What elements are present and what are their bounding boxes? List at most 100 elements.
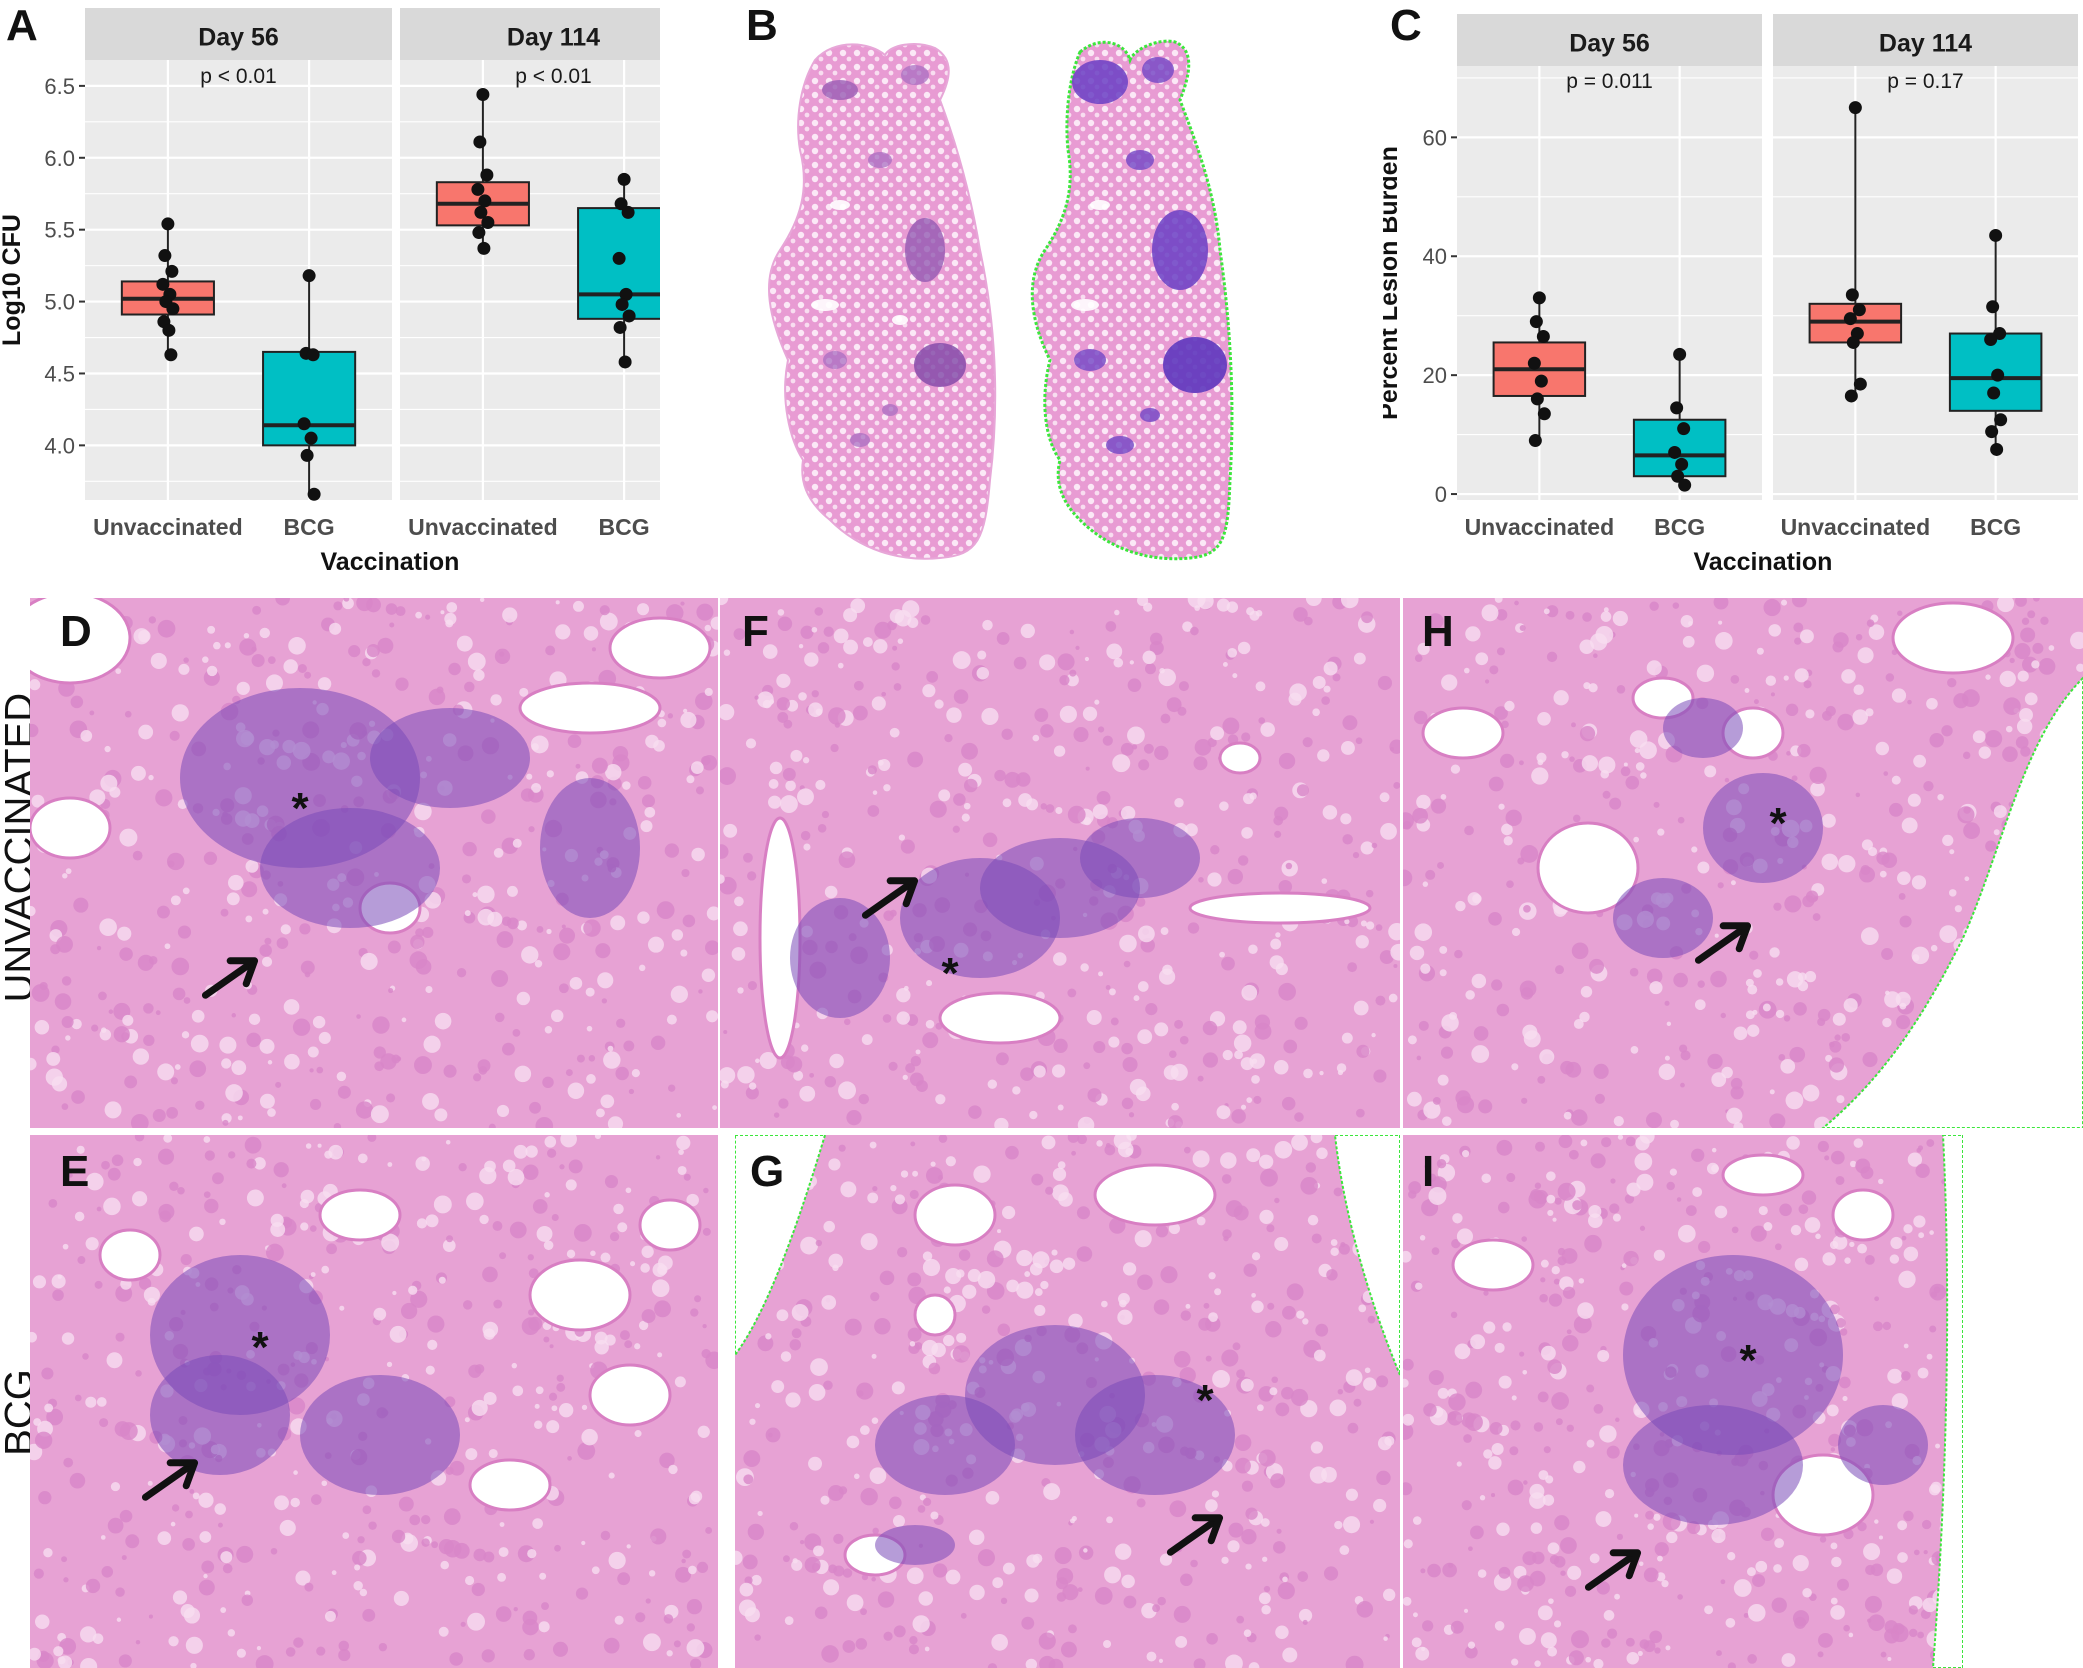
- lesion-arrow: [1166, 1514, 1224, 1556]
- tissue-speckle: [1543, 608, 1550, 615]
- tissue-speckle: [477, 1059, 491, 1073]
- tissue-speckle: [433, 1195, 452, 1214]
- tissue-speckle: [445, 1139, 451, 1145]
- tissue-speckle: [159, 1210, 172, 1223]
- tissue-speckle: [100, 774, 118, 792]
- tissue-speckle: [104, 745, 111, 753]
- tissue-speckle: [568, 1159, 583, 1174]
- arrow-head: [1719, 922, 1752, 953]
- tissue-speckle: [765, 1333, 772, 1340]
- tissue-speckle: [1208, 1272, 1216, 1280]
- tissue-speckle: [462, 1300, 473, 1310]
- tissue-speckle: [1021, 1616, 1035, 1630]
- tissue-speckle: [2070, 631, 2083, 650]
- tissue-speckle: [846, 1435, 860, 1449]
- tissue-speckle: [1312, 676, 1326, 689]
- tissue-speckle: [917, 1505, 926, 1513]
- tissue-speckle: [1067, 1135, 1080, 1143]
- tissue-speckle: [1861, 839, 1873, 851]
- tissue-speckle: [777, 616, 793, 631]
- tissue-speckle: [595, 1108, 605, 1118]
- tissue-speckle: [1780, 1058, 1796, 1074]
- tissue-speckle: [1673, 972, 1688, 988]
- tissue-speckle: [1481, 604, 1499, 622]
- tissue-speckle: [1718, 620, 1723, 625]
- tissue-speckle: [922, 684, 936, 698]
- tissue-speckle: [612, 745, 629, 762]
- arrow-head: [226, 957, 259, 988]
- tissue-speckle: [782, 767, 796, 781]
- tissue-speckle: [1786, 751, 1791, 756]
- tissue-speckle: [401, 1017, 407, 1023]
- tissue-speckle: [204, 1198, 219, 1214]
- tissue-speckle: [1210, 845, 1220, 855]
- tissue-speckle: [686, 1639, 705, 1657]
- tissue-speckle: [94, 1280, 103, 1289]
- tissue-speckle: [493, 848, 504, 858]
- tissue-speckle: [800, 1236, 818, 1255]
- tissue-speckle: [1774, 1243, 1782, 1251]
- tissue-speckle: [1062, 1257, 1076, 1270]
- tissue-speckle: [1863, 1543, 1881, 1561]
- tissue-speckle: [473, 669, 485, 681]
- tissue-speckle: [1326, 1269, 1338, 1281]
- tissue-speckle: [1002, 798, 1012, 808]
- tissue-speckle: [765, 1427, 781, 1443]
- tissue-speckle: [183, 997, 191, 1004]
- tissue-speckle: [1657, 1555, 1663, 1562]
- tissue-speckle: [1917, 1631, 1925, 1639]
- tissue-speckle: [1654, 1542, 1669, 1557]
- tissue-speckle: [1409, 945, 1425, 961]
- tissue-speckle: [1560, 1060, 1574, 1075]
- tissue-speckle: [1573, 1315, 1592, 1334]
- tissue-speckle: [1677, 1224, 1696, 1243]
- data-point: [161, 217, 175, 231]
- tissue-speckle: [558, 1403, 574, 1418]
- tissue-speckle: [59, 1637, 77, 1655]
- tissue-speckle: [1584, 1234, 1602, 1253]
- tissue-speckle: [198, 1579, 215, 1596]
- tissue-speckle: [471, 1399, 488, 1416]
- tissue-speckle: [1661, 1580, 1669, 1588]
- tissue-speckle: [1305, 1162, 1317, 1173]
- tissue-speckle: [1414, 654, 1423, 663]
- tissue-speckle: [1596, 1581, 1610, 1595]
- slide-background: [1931, 1135, 1963, 1668]
- tissue-speckle: [119, 828, 138, 847]
- tissue-speckle: [937, 1175, 944, 1181]
- tissue-speckle: [326, 1243, 337, 1255]
- data-point: [302, 269, 316, 283]
- tissue-speckle: [532, 1518, 543, 1529]
- tissue-speckle: [259, 1038, 275, 1054]
- tissue-speckle: [1606, 1445, 1620, 1459]
- tissue-speckle: [559, 927, 576, 944]
- tissue-speckle: [1234, 1050, 1243, 1060]
- tissue-speckle: [1171, 1102, 1179, 1111]
- tissue-speckle: [1345, 1655, 1364, 1668]
- tissue-speckle: [1471, 973, 1487, 989]
- tissue-speckle: [1412, 807, 1429, 824]
- tissue-speckle: [842, 1568, 853, 1578]
- tissue-speckle: [1222, 661, 1228, 667]
- tissue-speckle: [1154, 1022, 1169, 1037]
- tissue-speckle: [682, 1549, 692, 1559]
- tissue-speckle: [1824, 1155, 1830, 1161]
- granuloma-lesion: [1075, 1375, 1235, 1495]
- tissue-speckle: [1548, 1293, 1563, 1307]
- tissue-speckle: [666, 1650, 673, 1657]
- tissue-speckle: [1579, 1011, 1590, 1023]
- tissue-speckle: [1635, 762, 1645, 771]
- tissue-speckle: [2015, 736, 2029, 749]
- tissue-speckle: [502, 1042, 515, 1056]
- tissue-speckle: [1273, 1541, 1286, 1554]
- tissue-speckle: [600, 1252, 611, 1263]
- tissue-speckle: [61, 1015, 74, 1028]
- tissue-speckle: [992, 1577, 1004, 1589]
- tissue-speckle: [943, 1334, 955, 1347]
- tissue-speckle: [157, 1148, 175, 1165]
- tissue-speckle: [586, 1025, 593, 1032]
- airway-lumen: [1536, 821, 1640, 915]
- tissue-speckle: [1473, 1026, 1489, 1041]
- tissue-speckle: [637, 911, 650, 924]
- tissue-speckle: [1747, 984, 1758, 995]
